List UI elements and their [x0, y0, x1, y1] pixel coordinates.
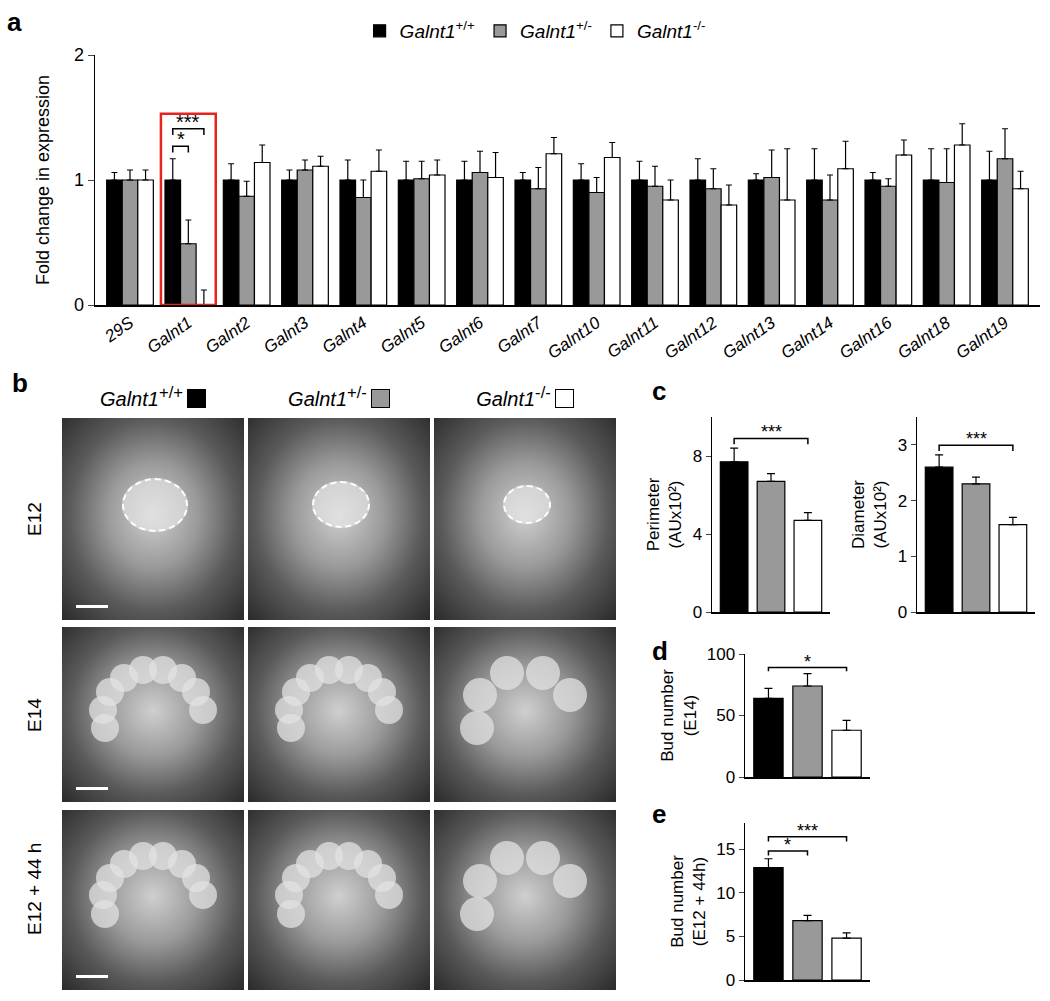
- svg-text:Galnt3: Galnt3: [260, 313, 312, 358]
- svg-text:4: 4: [693, 525, 702, 544]
- svg-text:Galnt10: Galnt10: [544, 313, 604, 363]
- svg-text:0: 0: [693, 603, 702, 622]
- svg-text:Galnt7: Galnt7: [494, 313, 546, 358]
- svg-text:Bud number(E14): Bud number(E14): [658, 669, 699, 762]
- svg-text:Galnt19: Galnt19: [952, 313, 1012, 363]
- svg-text:***: ***: [761, 422, 782, 442]
- svg-text:Fold change in expression: Fold change in expression: [33, 75, 53, 285]
- svg-text:Galnt4: Galnt4: [319, 313, 371, 357]
- svg-text:Galnt1​+/-​: Galnt1​+/-​: [520, 18, 592, 42]
- svg-text:10: 10: [716, 884, 735, 903]
- html-text:E14: E14: [24, 697, 45, 732]
- svg-text:8: 8: [693, 447, 702, 466]
- html-text:Galnt1-/-: Galnt1-/-: [476, 383, 551, 410]
- svg-text:0: 0: [726, 768, 735, 787]
- svg-text:a: a: [7, 7, 22, 37]
- svg-text:***: ***: [797, 821, 818, 841]
- svg-text:*: *: [804, 652, 811, 672]
- html-text:b: b: [12, 368, 28, 398]
- svg-text:e: e: [652, 799, 666, 829]
- svg-text:3: 3: [898, 436, 907, 455]
- svg-text:1: 1: [898, 547, 907, 566]
- html-text:Galnt1+/+: Galnt1+/+: [100, 383, 183, 410]
- svg-text:Galnt6: Galnt6: [435, 313, 487, 358]
- svg-text:0: 0: [74, 295, 84, 315]
- svg-text:***: ***: [176, 111, 200, 133]
- svg-text:Galnt5: Galnt5: [377, 313, 429, 358]
- svg-text:0: 0: [726, 971, 735, 990]
- svg-text:c: c: [652, 376, 666, 406]
- svg-text:15: 15: [716, 840, 735, 859]
- svg-text:Galnt13: Galnt13: [719, 313, 779, 363]
- svg-text:Galnt18: Galnt18: [894, 313, 954, 363]
- svg-text:100: 100: [707, 645, 735, 664]
- svg-text:2: 2: [74, 45, 84, 65]
- svg-text:5: 5: [726, 927, 735, 946]
- html-text:E12: E12: [24, 502, 45, 536]
- svg-text:d: d: [652, 636, 668, 666]
- svg-text:Galnt12: Galnt12: [661, 313, 721, 363]
- svg-text:Galnt11: Galnt11: [604, 313, 663, 362]
- svg-text:Galnt2: Galnt2: [202, 313, 254, 358]
- html-text:Galnt1+/-: Galnt1+/-: [288, 383, 367, 410]
- svg-text:29S: 29S: [101, 313, 138, 347]
- svg-text:2: 2: [898, 492, 907, 511]
- svg-text:***: ***: [966, 429, 987, 449]
- svg-text:1: 1: [74, 170, 84, 190]
- svg-text:Bud number(E12 + 44h): Bud number(E12 + 44h): [668, 855, 709, 948]
- html-text:E12 + 44 h: E12 + 44 h: [24, 842, 45, 935]
- svg-text:Galnt1​+/+​: Galnt1​+/+​: [400, 18, 475, 42]
- svg-text:Galnt1​-/-​: Galnt1​-/-​: [637, 18, 706, 42]
- svg-text:Galnt1: Galnt1: [144, 313, 196, 357]
- svg-text:0: 0: [898, 603, 907, 622]
- svg-text:50: 50: [716, 706, 735, 725]
- svg-text:*: *: [177, 128, 185, 150]
- svg-text:Galnt14: Galnt14: [777, 313, 837, 363]
- svg-text:*: *: [784, 835, 791, 855]
- svg-text:Galnt16: Galnt16: [836, 313, 896, 363]
- svg-text:Diameter(AUx10²): Diameter(AUx10²): [849, 480, 890, 549]
- svg-text:Perimeter(AUx10²): Perimeter(AUx10²): [644, 477, 685, 551]
